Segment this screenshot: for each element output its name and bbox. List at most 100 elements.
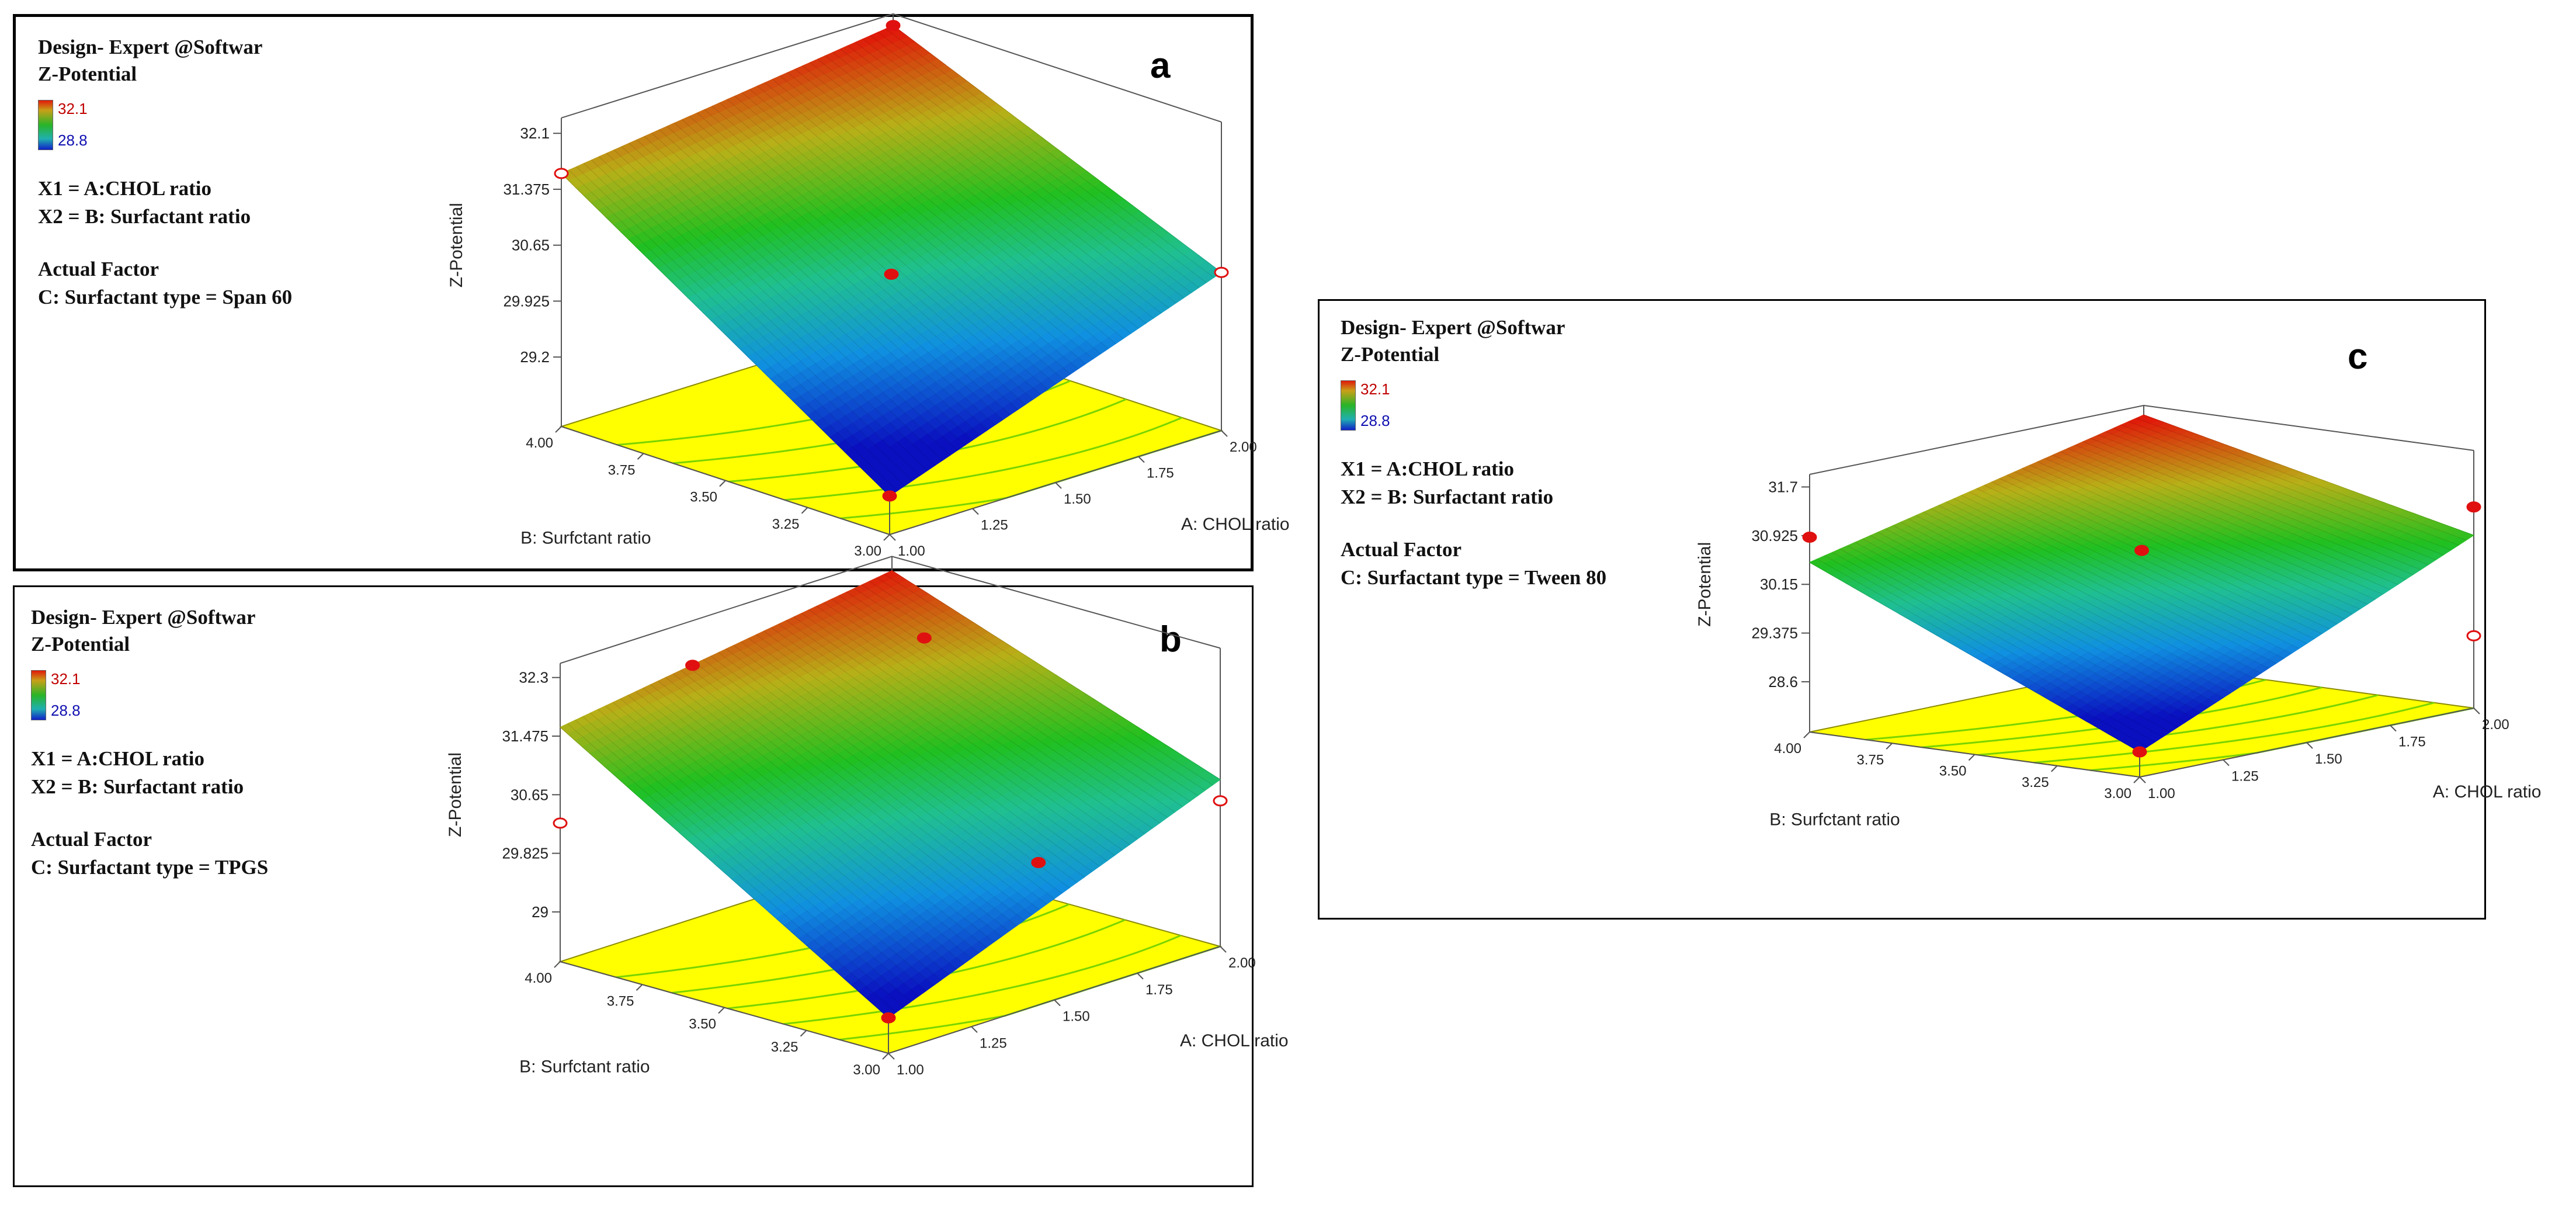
y-tick-label: 3.75: [1857, 752, 1884, 768]
color-scale-min: 28.8: [58, 131, 88, 149]
y-tick-label: 3.25: [772, 516, 800, 532]
surface-mesh-line: [711, 106, 1041, 395]
surface-mesh-line: [674, 123, 1003, 420]
x-tick-mark: [1221, 430, 1228, 437]
surface-mesh-line: [832, 52, 1162, 314]
z-axis-label: Z-Potential: [1695, 542, 1714, 627]
x-tick-mark: [1054, 999, 1061, 1007]
z-tick-label: 29.925: [503, 292, 550, 310]
y-tick-mark: [883, 534, 890, 541]
surface-mesh-line: [749, 89, 1079, 369]
color-scale-bar: [31, 670, 46, 720]
x-tick-mark: [971, 1026, 978, 1033]
surface-mesh-line: [568, 169, 898, 491]
z-axis-label: Z-Potential: [446, 752, 465, 837]
design-point-below-surface: [1213, 795, 1228, 807]
x-tick-label: 1.50: [1063, 1009, 1090, 1025]
color-scale-max: 32.1: [58, 100, 88, 117]
y-tick-mark: [636, 984, 643, 991]
x-tick-mark: [888, 1053, 895, 1060]
y-tick-label: 4.00: [526, 435, 553, 451]
surface-mesh-line: [621, 146, 950, 456]
surface-mesh-line: [855, 42, 1184, 299]
x-tick-label: 1.00: [898, 543, 925, 559]
x-tick-label: 2.00: [2482, 717, 2509, 733]
y-axis-label: B: Surfctant ratio: [520, 528, 651, 547]
chart-panel-a: Design- Expert @Softwar Z-Potential 32.1 28…: [13, 13, 1290, 571]
software-label: Design- Expert @Softwar: [31, 606, 256, 629]
floor-front-edge: [561, 426, 1222, 536]
x-axis-label: A: CHOL ratio: [1181, 515, 1290, 534]
surface-mesh-line: [757, 85, 1086, 365]
software-label: Design- Expert @Softwar: [38, 36, 263, 58]
z-tick-label: 30.65: [511, 786, 548, 803]
factor-x1-label: X1 = A:CHOL ratio: [38, 177, 212, 200]
y-axis-label: B: Surfctant ratio: [519, 1057, 650, 1077]
design-point-below-surface: [554, 168, 569, 179]
surface-mesh-line: [742, 92, 1071, 374]
actual-factor-value: C: Surfactant type = Span 60: [38, 286, 293, 308]
response-label: Z-Potential: [31, 633, 130, 655]
surface-mesh-line: [772, 79, 1101, 354]
y-tick-mark: [554, 961, 561, 968]
z-axis-label: Z-Potential: [447, 203, 466, 287]
x-tick-label: 2.00: [1230, 439, 1257, 455]
z-tick-label: 29: [532, 903, 548, 921]
surface-mesh-line: [893, 25, 1222, 273]
x-tick-mark: [2390, 724, 2397, 732]
color-scale-max: 32.1: [51, 670, 81, 688]
surface-mesh-line: [863, 39, 1192, 293]
z-tick-label: 29.825: [502, 845, 548, 862]
y-tick-mark: [2051, 765, 2058, 772]
y-tick-label: 3.25: [2022, 775, 2049, 790]
design-point: [882, 490, 897, 502]
x-tick-label: 1.75: [1147, 466, 1174, 481]
x-tick-label: 1.25: [981, 518, 1008, 533]
y-tick-mark: [555, 426, 562, 433]
surface-mesh-line: [599, 156, 928, 471]
surface-mesh-line: [636, 139, 966, 446]
y-tick-mark: [801, 507, 808, 514]
surface-mesh-line: [802, 65, 1131, 334]
surface-plot: 32.131.37530.6529.92529.2Z-Potential1.00…: [447, 13, 1290, 559]
surface-mesh-line: [885, 29, 1214, 278]
surface-mesh-line: [629, 143, 958, 451]
surface-mesh-line: [606, 152, 935, 466]
z-tick-label: 32.3: [519, 669, 548, 686]
y-tick-label: 3.50: [689, 1017, 716, 1032]
x-tick-mark: [1137, 973, 1144, 980]
surface-mesh-line: [825, 56, 1154, 318]
chart-panel-c: Design- Expert @Softwar Z-Potential 32.1 28…: [1318, 299, 2541, 920]
factor-x2-label: X2 = B: Surfactant ratio: [38, 205, 251, 228]
design-point: [916, 632, 932, 644]
x-tick-mark: [2139, 776, 2146, 783]
surface-mesh-line: [840, 48, 1169, 308]
x-tick-label: 1.25: [2231, 769, 2259, 785]
surface-plot: 32.331.47530.6529.82529Z-Potential1.001.…: [446, 556, 1289, 1078]
surface-mesh-line: [697, 112, 1026, 405]
design-point: [884, 268, 899, 280]
z-tick-label: 30.65: [512, 237, 550, 254]
surface-mesh-line: [666, 126, 996, 425]
x-tick-mark: [1220, 946, 1227, 953]
surface-mesh-line: [719, 102, 1049, 390]
y-tick-label: 3.00: [853, 1062, 880, 1078]
floor-contour-line: [784, 417, 1183, 501]
y-axis-label: B: Surfctant ratio: [1769, 810, 1900, 829]
surface-mesh-line: [848, 45, 1176, 303]
surface-mesh-line: [727, 99, 1056, 384]
x-tick-mark: [2223, 759, 2230, 766]
y-tick-mark: [882, 1053, 889, 1060]
z-tick-label: 32.1: [520, 124, 550, 142]
x-axis-label: A: CHOL ratio: [2433, 782, 2542, 802]
y-tick-label: 3.00: [854, 543, 881, 559]
surface-plot: 31.730.92530.1529.37528.6Z-Potential1.00…: [1695, 404, 2541, 829]
y-tick-label: 3.75: [608, 462, 636, 478]
response-label: Z-Potential: [38, 63, 137, 85]
surface-mesh-line: [817, 58, 1147, 324]
z-tick-label: 29.2: [520, 348, 550, 366]
x-tick-label: 1.75: [1145, 982, 1173, 998]
surface-mesh-line: [765, 82, 1093, 359]
z-tick-label: 31.475: [502, 727, 548, 745]
